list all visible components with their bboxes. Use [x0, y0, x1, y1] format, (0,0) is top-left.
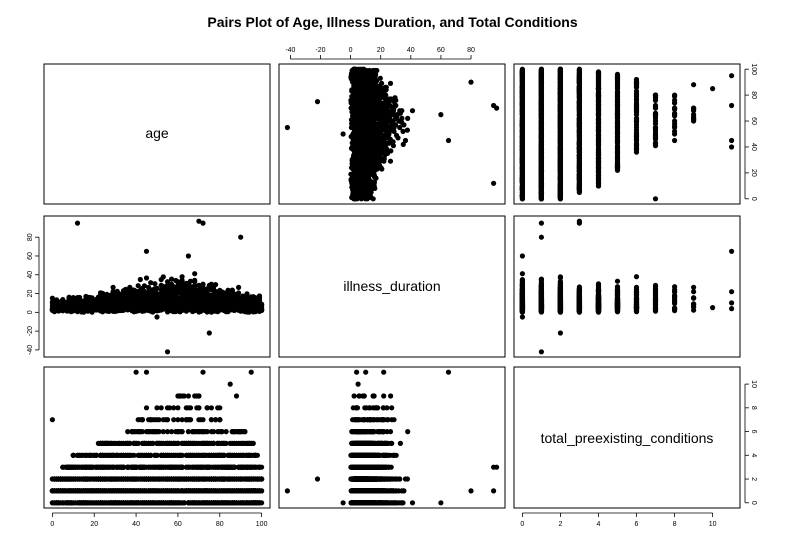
- x-tick-label: 0: [50, 521, 54, 528]
- panels: [43, 63, 741, 509]
- y-tick-label: 10: [750, 380, 757, 388]
- scatter-point-age-vs-total_preexisting_conditions: [171, 417, 177, 423]
- y-tick-label: 0: [750, 501, 757, 505]
- y-tick-label: 40: [750, 143, 757, 151]
- scatter-point-total_preexisting_conditions-vs-illness_duration: [519, 271, 526, 277]
- y-tick-label: 2: [750, 477, 757, 481]
- x-tick-label: -20: [315, 47, 325, 54]
- x-tick-label: 0: [349, 47, 353, 54]
- scatter-point-age-vs-total_preexisting_conditions: [150, 440, 156, 446]
- x-tick-label: 100: [256, 521, 268, 528]
- scatter-point-total_preexisting_conditions-vs-illness_duration: [691, 284, 697, 290]
- data-points: [49, 66, 735, 506]
- y-tick-label: 4: [750, 453, 757, 457]
- panel-2-2: [513, 366, 741, 509]
- scatter-point-total_preexisting_conditions-vs-illness_duration: [633, 274, 640, 280]
- x-tick-label: 8: [673, 521, 677, 528]
- x-tick-label: 0: [520, 521, 524, 528]
- scatter-point-age-vs-total_preexisting_conditions: [169, 429, 175, 435]
- y-tick-label: 80: [27, 233, 34, 241]
- y-tick-label: -20: [27, 326, 34, 336]
- scatter-point-age-vs-total_preexisting_conditions: [200, 417, 206, 423]
- scatter-point-age-vs-total_preexisting_conditions: [160, 429, 166, 435]
- scatter-point-illness_duration-vs-age: [409, 108, 416, 114]
- scatter-point-total_preexisting_conditions-vs-illness_duration: [691, 289, 697, 295]
- scatter-point-age-vs-total_preexisting_conditions: [164, 429, 171, 435]
- y-tick-label: 100: [750, 63, 757, 75]
- scatter-point-illness_duration-vs-age: [386, 140, 392, 146]
- panel-0-2: [513, 63, 741, 205]
- y-tick-label: 20: [27, 290, 34, 298]
- x-tick-label: 40: [132, 521, 140, 528]
- x-tick-label: 6: [635, 521, 639, 528]
- panel-1-2: [513, 215, 741, 358]
- panel-1-0: [43, 215, 271, 358]
- x-tick-label: 10: [709, 521, 717, 528]
- x-tick-label: 60: [437, 47, 445, 54]
- y-tick-label: 0: [27, 310, 34, 314]
- panel-0-1: [278, 63, 506, 205]
- chart-title: Pairs Plot of Age, Illness Duration, and…: [207, 14, 577, 30]
- scatter-point-illness_duration-vs-total_preexisting_conditions: [388, 393, 394, 399]
- x-tick-label: 20: [377, 47, 385, 54]
- scatter-point-illness_duration-vs-total_preexisting_conditions: [381, 393, 387, 399]
- panel-0-0: [43, 63, 271, 205]
- y-tick-label: 60: [750, 117, 757, 125]
- x-tick-label: 80: [216, 521, 224, 528]
- scatter-point-illness_duration-vs-age: [377, 75, 383, 81]
- y-tick-label: 20: [750, 169, 757, 177]
- scatter-point-age-vs-illness_duration: [192, 271, 198, 277]
- y-tick-label: 6: [750, 430, 757, 434]
- y-tick-label: 40: [27, 271, 34, 279]
- scatter-point-illness_duration-vs-total_preexisting_conditions: [405, 429, 411, 435]
- panel-1-1: [278, 215, 506, 358]
- x-tick-label: 40: [407, 47, 415, 54]
- scatter-point-illness_duration-vs-total_preexisting_conditions: [388, 440, 394, 446]
- x-tick-label: 20: [90, 521, 98, 528]
- y-tick-label: 8: [750, 406, 757, 410]
- scatter-point-total_preexisting_conditions-vs-age: [633, 124, 640, 131]
- panel-2-0: [43, 366, 271, 509]
- x-tick-label: 60: [174, 521, 182, 528]
- scatter-point-age-vs-illness_duration: [179, 274, 185, 280]
- y-tick-label: 0: [750, 197, 757, 201]
- scatter-point-illness_duration-vs-total_preexisting_conditions: [385, 417, 391, 423]
- scatter-point-age-vs-total_preexisting_conditions: [162, 440, 168, 446]
- scatter-point-illness_duration-vs-total_preexisting_conditions: [389, 405, 395, 411]
- panel-2-1: [278, 366, 506, 509]
- scatter-point-illness_duration-vs-total_preexisting_conditions: [409, 500, 416, 506]
- scatter-point-total_preexisting_conditions-vs-age: [652, 105, 659, 111]
- axes: -40 -20 0 20 40 60 800 20 40 60 80 100 0 2 4 6 8 10-40-20…: [27, 47, 757, 528]
- x-tick-label: 2: [558, 521, 562, 528]
- diag-label-total-preexisting-conditions: total_preexisting_conditions: [541, 430, 714, 446]
- y-tick-label: 60: [27, 252, 34, 260]
- scatter-point-age-vs-total_preexisting_conditions: [196, 417, 202, 423]
- diag-label-illness-duration: illness_duration: [343, 278, 440, 294]
- scatter-point-illness_duration-vs-age: [405, 115, 411, 121]
- x-tick-label: -40: [285, 47, 295, 54]
- scatter-point-age-vs-illness_duration: [196, 282, 202, 288]
- diag-label-age: age: [145, 125, 169, 141]
- y-tick-label: -40: [27, 345, 34, 355]
- x-tick-label: 80: [467, 47, 475, 54]
- scatter-point-age-vs-illness_duration: [110, 284, 116, 290]
- y-tick-label: 80: [750, 91, 757, 99]
- x-tick-label: 4: [597, 521, 601, 528]
- scatter-point-illness_duration-vs-age: [387, 158, 394, 164]
